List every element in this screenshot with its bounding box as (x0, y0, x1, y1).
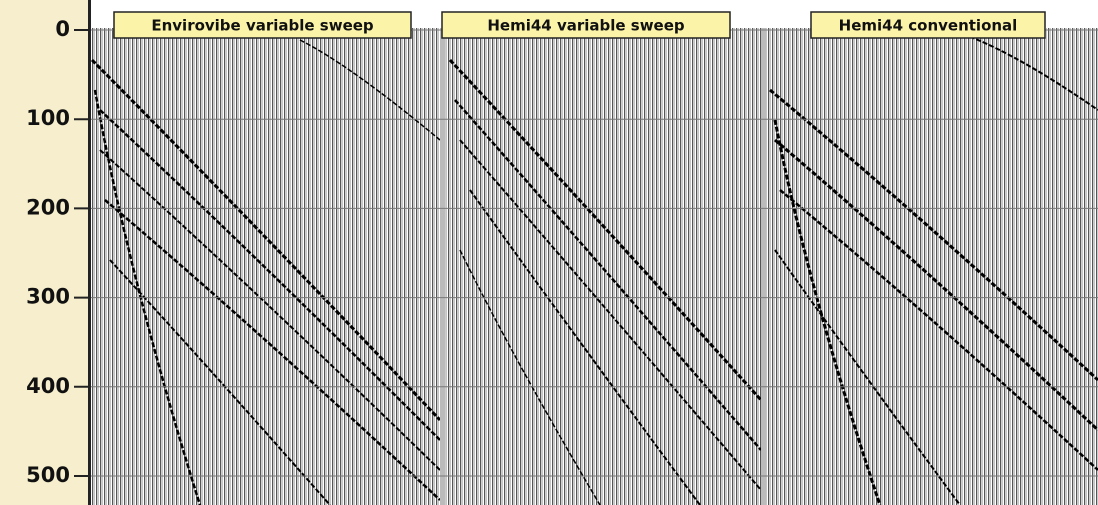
seismic-event (90, 58, 442, 422)
seismic-event (448, 58, 763, 402)
seismic-event (459, 139, 762, 491)
tick-label: 0 (55, 17, 70, 41)
panel-label: Hemi44 conventional (839, 17, 1018, 35)
seismic-event (109, 259, 331, 505)
seismic-event (769, 88, 1098, 382)
panel-label: Hemi44 variable sweep (487, 17, 685, 35)
seismic-event (299, 39, 441, 141)
tick-label: 300 (26, 285, 70, 309)
label-box (113, 11, 412, 39)
panel-label: Envirovibe variable sweep (151, 17, 374, 35)
seismic-event (773, 119, 882, 505)
seismic-event (459, 249, 601, 505)
seismic-event (454, 99, 762, 451)
panel-separator (440, 28, 445, 505)
seismic-event (104, 199, 441, 501)
trace-area (91, 28, 1098, 505)
axis-line (88, 0, 91, 505)
tick-label: 200 (26, 195, 70, 219)
panel-separator (761, 28, 766, 505)
seismic-event (469, 189, 701, 505)
seismic-event (774, 138, 1098, 432)
label-box (441, 11, 731, 39)
seismic-event (99, 109, 441, 441)
tick-label: 500 (26, 463, 70, 487)
axis-panel (0, 0, 88, 505)
seismic-event (779, 189, 1098, 471)
panel-labels: Envirovibe variable sweep Hemi44 variable… (113, 11, 1046, 39)
tick-label: 100 (26, 106, 70, 130)
seismic-events (90, 29, 1098, 505)
seismic-event (93, 89, 202, 505)
tick-label: 400 (26, 374, 70, 398)
label-box (810, 11, 1046, 39)
seismic-event (774, 249, 961, 505)
